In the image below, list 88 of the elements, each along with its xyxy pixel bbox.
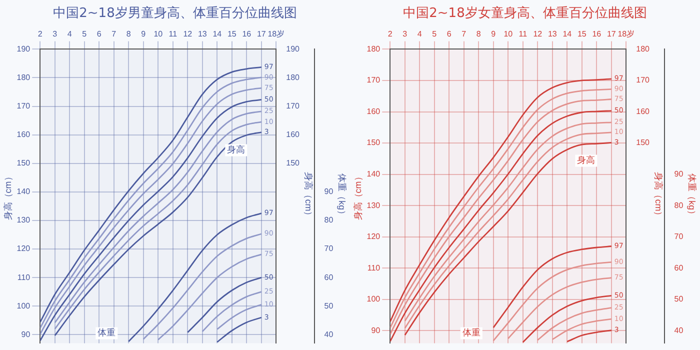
y-tick-label: 90 — [21, 330, 31, 339]
x-tick-label: 5 — [82, 30, 88, 39]
x-tick-label: 9 — [141, 30, 146, 39]
x-tick-label: 12 — [533, 30, 543, 39]
y2-tick-label: 70 — [324, 244, 334, 254]
x-tick-label: 11 — [518, 30, 528, 39]
x-tick-label: 16 — [242, 30, 252, 39]
y3-tick-label: 190 — [286, 44, 300, 54]
y3-tick-label: 180 — [286, 72, 300, 82]
y-axis-title: 身高（cm） — [352, 172, 363, 220]
x-tick-label: 15 — [227, 30, 237, 39]
x-tick-label: 2 — [38, 30, 43, 39]
y-tick-label: 120 — [366, 232, 381, 242]
y-tick-label: 90 — [371, 326, 381, 335]
x-tick-label: 16 — [592, 30, 602, 39]
x-tick-label: 2 — [388, 30, 393, 39]
y2-tick-label: 40 — [674, 326, 684, 335]
x-tick-label: 9 — [491, 30, 496, 39]
y2-tick-label: 50 — [324, 301, 334, 310]
annotation: 身高 — [227, 144, 246, 156]
x-tick-label: 18岁 — [618, 30, 635, 39]
y2-tick-label: 90 — [324, 187, 334, 196]
x-tick-label: 14 — [212, 30, 222, 39]
x-tick-label: 8 — [126, 30, 132, 39]
x-tick-label: 17 — [606, 30, 616, 39]
y2-axis-title: 体重（kg） — [687, 173, 698, 219]
x-tick-label: 14 — [562, 30, 572, 39]
y-tick-label: 110 — [367, 263, 381, 272]
y-tick-label: 190 — [16, 44, 31, 54]
x-tick-label: 12 — [183, 30, 193, 39]
x-tick-label: 13 — [548, 30, 558, 39]
y-tick-label: 120 — [16, 244, 31, 254]
y2-tick-label: 60 — [674, 263, 684, 272]
y-tick-label: 100 — [366, 294, 381, 304]
x-tick-label: 7 — [112, 30, 117, 39]
y3-axis-title: 身高（cm） — [303, 172, 314, 220]
x-tick-label: 4 — [417, 30, 422, 39]
y2-tick-label: 60 — [324, 272, 334, 282]
x-tick-label: 7 — [462, 30, 467, 39]
y-tick-label: 110 — [17, 272, 31, 282]
y3-tick-label: 180 — [636, 44, 650, 54]
y2-tick-label: 90 — [674, 170, 684, 179]
y2-tick-label: 80 — [674, 200, 684, 210]
y2-tick-label: 80 — [324, 216, 334, 225]
y-axis-title: 身高（cm） — [2, 172, 13, 220]
y-tick-label: 150 — [16, 158, 31, 168]
y3-tick-label: 150 — [286, 158, 300, 168]
y-tick-label: 160 — [366, 106, 381, 116]
chart-title: 中国2~18岁女童身高、体重百分位曲线图 — [403, 5, 647, 22]
x-tick-label: 6 — [446, 30, 452, 39]
x-tick-label: 17 — [256, 30, 266, 39]
x-tick-label: 4 — [67, 30, 72, 39]
y3-tick-label: 150 — [636, 138, 650, 148]
y-tick-label: 130 — [366, 200, 381, 210]
y3-tick-label: 160 — [286, 130, 300, 140]
annotation: 体重 — [98, 328, 116, 339]
x-tick-label: 13 — [198, 30, 208, 39]
y-tick-label: 160 — [16, 130, 31, 140]
y-tick-label: 180 — [366, 44, 381, 54]
y3-axis-title: 身高（cm） — [653, 172, 664, 220]
y-tick-label: 180 — [16, 72, 31, 82]
y-tick-label: 140 — [366, 170, 381, 179]
x-tick-label: 6 — [96, 30, 102, 39]
x-tick-label: 10 — [504, 30, 514, 39]
annotation: 身高 — [577, 155, 596, 166]
x-tick-label: 8 — [476, 30, 482, 39]
x-tick-label: 11 — [168, 30, 178, 39]
y2-tick-label: 50 — [674, 294, 684, 304]
y-tick-label: 100 — [16, 301, 31, 310]
y-tick-label: 140 — [16, 187, 31, 196]
y-tick-label: 130 — [16, 216, 31, 225]
y3-tick-label: 170 — [636, 76, 650, 85]
x-tick-label: 10 — [154, 30, 164, 39]
x-tick-label: 3 — [52, 30, 58, 39]
y3-tick-label: 160 — [636, 106, 650, 116]
y-tick-label: 170 — [16, 101, 31, 110]
x-tick-label: 15 — [577, 30, 587, 39]
y2-axis-title: 体重（kg） — [337, 173, 348, 219]
annotation: 体重 — [462, 328, 480, 339]
x-tick-label: 5 — [432, 30, 438, 39]
y-tick-label: 170 — [366, 76, 381, 85]
chart-title: 中国2~18岁男童身高、体重百分位曲线图 — [53, 5, 297, 22]
x-tick-label: 18岁 — [268, 30, 285, 39]
y3-tick-label: 170 — [286, 101, 300, 110]
x-tick-label: 3 — [402, 30, 408, 39]
y2-tick-label: 70 — [674, 232, 684, 242]
y2-tick-label: 40 — [324, 330, 334, 339]
y-tick-label: 150 — [366, 138, 381, 148]
